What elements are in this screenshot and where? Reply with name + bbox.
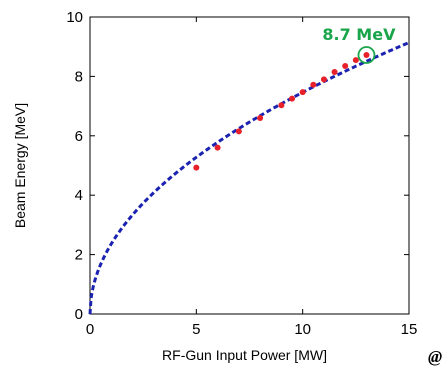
annotation-circle bbox=[357, 46, 376, 64]
data-point bbox=[310, 81, 317, 88]
y-tick-label: 0 bbox=[75, 306, 83, 323]
y-tick-label: 8 bbox=[75, 68, 83, 85]
y-axis-ticks: 0 2 4 6 8 10 bbox=[66, 9, 409, 323]
fit-curve bbox=[88, 41, 410, 315]
data-point bbox=[363, 52, 370, 59]
x-tick-label: 5 bbox=[192, 321, 200, 338]
corner-symbol: @ bbox=[428, 347, 443, 366]
plot-border bbox=[89, 16, 410, 315]
annotation-label: 8.7 MeV bbox=[322, 25, 396, 44]
data-point bbox=[320, 76, 327, 83]
data-point bbox=[235, 128, 242, 135]
x-axis-label: RF-Gun Input Power [MW] bbox=[162, 347, 327, 363]
data-point bbox=[289, 95, 296, 102]
y-tick-label: 6 bbox=[75, 128, 83, 145]
data-point bbox=[278, 102, 285, 109]
y-tick-label: 2 bbox=[75, 247, 83, 264]
data-point bbox=[299, 89, 306, 96]
y-tick-label: 4 bbox=[75, 187, 83, 204]
data-points bbox=[193, 52, 370, 171]
x-tick-label: 15 bbox=[401, 321, 418, 338]
data-point bbox=[331, 68, 338, 75]
y-axis-label: Beam Energy [MeV] bbox=[12, 103, 28, 228]
y-tick-label: 10 bbox=[66, 9, 83, 26]
data-point bbox=[352, 57, 359, 64]
data-point bbox=[342, 63, 349, 70]
data-point bbox=[193, 164, 200, 171]
data-point bbox=[214, 144, 221, 151]
x-tick-label: 10 bbox=[294, 321, 311, 338]
plot-frame bbox=[89, 16, 410, 315]
x-axis-ticks: 0 5 10 15 bbox=[86, 17, 418, 338]
data-point bbox=[257, 114, 264, 121]
x-tick-label: 0 bbox=[86, 321, 94, 338]
